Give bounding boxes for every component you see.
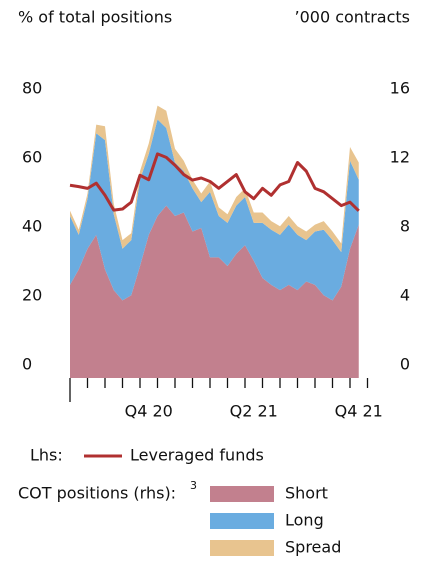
y-tick-label: 20 [22, 286, 42, 305]
line [69, 152, 360, 212]
y-tick-label: 0 [22, 355, 32, 374]
area [70, 205, 359, 378]
right-axis-label: ’000 contracts [295, 8, 411, 27]
legend-swatch [210, 540, 274, 556]
y2-tick-label: 16 [390, 79, 410, 98]
legend-label: Short [285, 484, 328, 503]
legend-prefix: Lhs: [30, 446, 63, 465]
x-tick-label: Q2 21 [230, 402, 278, 421]
legend-label: Spread [285, 538, 341, 557]
y-tick-label: 80 [22, 79, 42, 98]
legend-swatch [210, 486, 274, 502]
y-tick-label: 40 [22, 217, 42, 236]
y-tick-label: 60 [22, 148, 42, 167]
y2-tick-label: 12 [390, 148, 410, 167]
y2-tick-label: 4 [400, 286, 410, 305]
y2-tick-label: 8 [400, 217, 410, 236]
x-tick-label: Q4 21 [335, 402, 383, 421]
left-axis-label: % of total positions [18, 8, 172, 27]
plot-area [69, 105, 360, 378]
area [70, 119, 359, 301]
legend-prefix: COT positions (rhs): [18, 484, 176, 503]
legend-label: Long [285, 511, 324, 530]
y2-tick-label: 0 [400, 355, 410, 374]
legend-label: Leveraged funds [130, 446, 264, 465]
footnote-marker: 3 [190, 479, 197, 492]
legend-swatch [210, 513, 274, 529]
x-tick-label: Q4 20 [125, 402, 173, 421]
